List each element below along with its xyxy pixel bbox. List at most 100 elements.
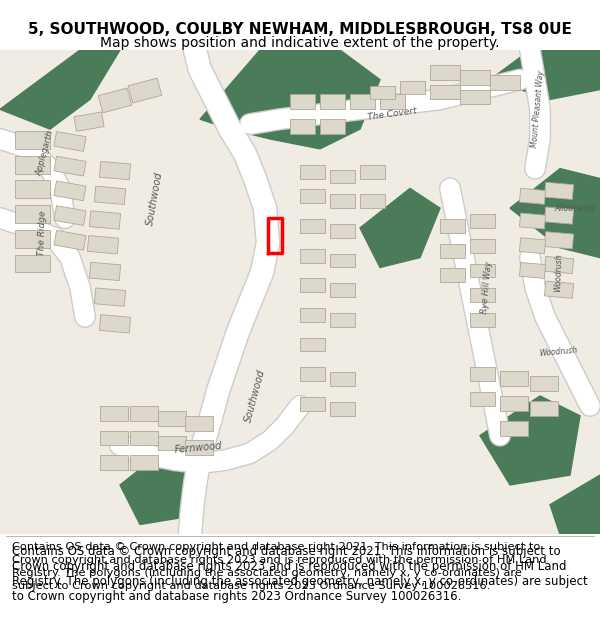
Text: Woodrush: Woodrush bbox=[538, 346, 578, 358]
Text: Applegarth: Applegarth bbox=[35, 130, 55, 178]
Polygon shape bbox=[200, 50, 380, 149]
Bar bbox=[330, 313, 355, 327]
Bar bbox=[470, 313, 495, 327]
Bar bbox=[54, 231, 86, 250]
Bar bbox=[15, 156, 50, 174]
Text: The Covert: The Covert bbox=[367, 106, 417, 122]
Polygon shape bbox=[490, 50, 600, 99]
Bar bbox=[290, 94, 315, 109]
Bar bbox=[94, 288, 125, 306]
Bar bbox=[54, 156, 86, 176]
Bar bbox=[89, 211, 121, 229]
Bar bbox=[520, 188, 545, 204]
Bar bbox=[500, 421, 528, 436]
Bar bbox=[158, 411, 186, 426]
Bar bbox=[500, 396, 528, 411]
Text: Woodrush: Woodrush bbox=[553, 253, 563, 292]
Bar bbox=[300, 397, 325, 411]
Bar bbox=[544, 281, 574, 298]
Bar bbox=[350, 94, 375, 109]
Text: Map shows position and indicative extent of the property.: Map shows position and indicative extent… bbox=[100, 36, 500, 50]
Bar bbox=[15, 205, 50, 223]
Bar bbox=[380, 94, 405, 109]
Bar bbox=[74, 112, 104, 131]
Bar bbox=[440, 244, 465, 258]
Text: The Ridge: The Ridge bbox=[37, 210, 47, 256]
Bar bbox=[360, 194, 385, 208]
Bar bbox=[330, 169, 355, 184]
Bar bbox=[470, 264, 495, 278]
Bar bbox=[300, 278, 325, 292]
Bar bbox=[300, 338, 325, 351]
Text: Fernwood: Fernwood bbox=[173, 441, 223, 456]
Bar bbox=[94, 186, 125, 204]
Bar bbox=[100, 161, 131, 180]
Bar bbox=[100, 314, 131, 333]
Bar bbox=[300, 308, 325, 322]
Bar bbox=[300, 164, 325, 179]
Bar bbox=[330, 372, 355, 386]
Bar bbox=[430, 65, 460, 79]
Bar bbox=[54, 131, 86, 151]
Bar bbox=[360, 164, 385, 179]
Bar bbox=[520, 213, 545, 229]
Bar bbox=[98, 88, 132, 113]
Polygon shape bbox=[480, 396, 580, 485]
Bar bbox=[440, 269, 465, 282]
Text: Contains OS data © Crown copyright and database right 2021. This information is : Contains OS data © Crown copyright and d… bbox=[12, 542, 547, 591]
Polygon shape bbox=[550, 475, 600, 534]
Bar bbox=[100, 455, 128, 470]
Bar bbox=[128, 78, 162, 103]
Bar bbox=[15, 254, 50, 272]
Bar bbox=[54, 206, 86, 226]
Bar bbox=[490, 75, 520, 89]
Bar bbox=[88, 236, 119, 254]
Bar bbox=[130, 406, 158, 421]
Bar bbox=[15, 230, 50, 248]
Text: Contains OS data © Crown copyright and database right 2021. This information is : Contains OS data © Crown copyright and d… bbox=[12, 545, 588, 603]
Polygon shape bbox=[120, 446, 210, 524]
Bar bbox=[300, 249, 325, 262]
Polygon shape bbox=[510, 169, 600, 258]
Text: Southwood: Southwood bbox=[145, 171, 164, 226]
Bar bbox=[544, 232, 574, 249]
Bar bbox=[130, 431, 158, 446]
Bar bbox=[460, 89, 490, 104]
Bar bbox=[330, 402, 355, 416]
Bar bbox=[470, 368, 495, 381]
Bar bbox=[185, 441, 213, 455]
Bar bbox=[530, 376, 558, 391]
Bar bbox=[320, 94, 345, 109]
Bar bbox=[400, 81, 425, 94]
Bar bbox=[89, 262, 121, 281]
Bar bbox=[440, 219, 465, 233]
Bar bbox=[300, 368, 325, 381]
Bar bbox=[330, 254, 355, 268]
Bar bbox=[330, 194, 355, 208]
Bar bbox=[470, 214, 495, 228]
Polygon shape bbox=[360, 188, 440, 268]
Bar bbox=[158, 436, 186, 451]
Text: Southwood: Southwood bbox=[243, 368, 267, 424]
Bar bbox=[370, 86, 395, 99]
Text: Mount Pleasant Way: Mount Pleasant Way bbox=[530, 70, 546, 148]
Bar bbox=[330, 283, 355, 297]
Bar bbox=[530, 401, 558, 416]
Bar bbox=[130, 455, 158, 470]
Bar bbox=[15, 181, 50, 198]
Bar bbox=[54, 181, 86, 201]
Bar bbox=[544, 207, 574, 224]
Bar bbox=[300, 219, 325, 233]
Bar bbox=[500, 371, 528, 386]
Bar bbox=[320, 119, 345, 134]
Bar bbox=[460, 70, 490, 84]
Bar bbox=[100, 406, 128, 421]
Bar bbox=[290, 119, 315, 134]
Bar bbox=[544, 256, 574, 274]
Bar bbox=[15, 131, 50, 149]
Bar bbox=[330, 224, 355, 238]
Text: 5, SOUTHWOOD, COULBY NEWHAM, MIDDLESBROUGH, TS8 0UE: 5, SOUTHWOOD, COULBY NEWHAM, MIDDLESBROU… bbox=[28, 22, 572, 37]
Bar bbox=[470, 392, 495, 406]
Bar bbox=[100, 431, 128, 446]
Bar bbox=[520, 262, 545, 278]
